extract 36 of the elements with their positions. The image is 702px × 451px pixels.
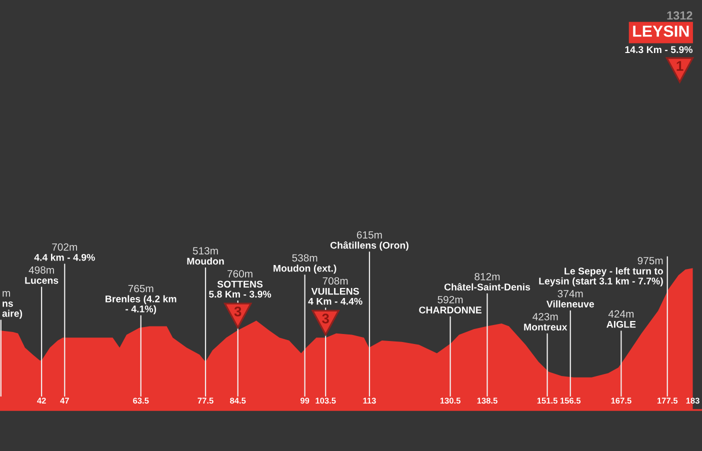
annotation: 3 bbox=[234, 306, 242, 316]
x-tick-label: 167.5 bbox=[611, 398, 632, 404]
ref-line-label: 708m VUILLENS 4 Km - 4.4% bbox=[308, 277, 362, 305]
ref-line-label: 423m Montreux bbox=[524, 312, 568, 330]
text: 1 bbox=[676, 61, 684, 71]
x-tick-label: 99 bbox=[300, 398, 310, 404]
ref-line-label: 538m Moudon (ext.) bbox=[274, 254, 336, 274]
x-tick-label: 130.5 bbox=[440, 398, 460, 404]
chart-subtitle: 14.3 Km - 5.9% bbox=[625, 46, 693, 54]
x-tick-label: 63.5 bbox=[133, 398, 149, 404]
ref-line-label: m ns aire) bbox=[2, 291, 22, 319]
x-tick-label: 47 bbox=[60, 398, 69, 404]
chart-title: LEYSIN bbox=[633, 26, 689, 37]
ref-line-label: 615m Châtillens (Oron) bbox=[330, 231, 408, 251]
ref-line-label: 702m 4.4 km - 4.9% bbox=[34, 243, 95, 261]
ref-line-label: 374m Villeneuve bbox=[546, 290, 594, 308]
text: 1312 bbox=[667, 11, 692, 20]
x-tick-label: 42 bbox=[37, 398, 46, 404]
x-tick-label: 77.5 bbox=[198, 398, 214, 404]
x-tick-label: 138.5 bbox=[477, 398, 498, 404]
x-tick-label: 151.5 bbox=[537, 398, 558, 404]
ref-line-label: 760m SOTTENS 5.8 Km - 3.9% bbox=[208, 270, 272, 298]
ref-line-label: 765m Brenles (4.2 km - 4.1%) bbox=[106, 284, 176, 314]
x-tick-label: 113 bbox=[363, 398, 376, 404]
ref-line-label: 498m Lucens bbox=[25, 266, 58, 284]
x-tick-label: 84.5 bbox=[230, 398, 246, 404]
ref-line-label: 513m Moudon bbox=[187, 247, 224, 265]
x-tick-label: 103.5 bbox=[316, 398, 336, 404]
annotation: 3 bbox=[322, 314, 329, 324]
ref-line-label: 592m CHARDONNE bbox=[419, 296, 482, 314]
x-tick-label: 183 bbox=[686, 398, 700, 404]
ref-line-label: 424m AIGLE bbox=[606, 310, 636, 328]
x-tick-label: 177.5 bbox=[657, 398, 678, 404]
x-tick-label: 156.5 bbox=[560, 398, 581, 404]
ref-line-label: 975m Le Sepey - left turn to Leysin (start 3.1 km - 7.7%) bbox=[539, 256, 663, 286]
ref-line-label: 812m Châtel-Saint-Denis bbox=[444, 272, 530, 290]
